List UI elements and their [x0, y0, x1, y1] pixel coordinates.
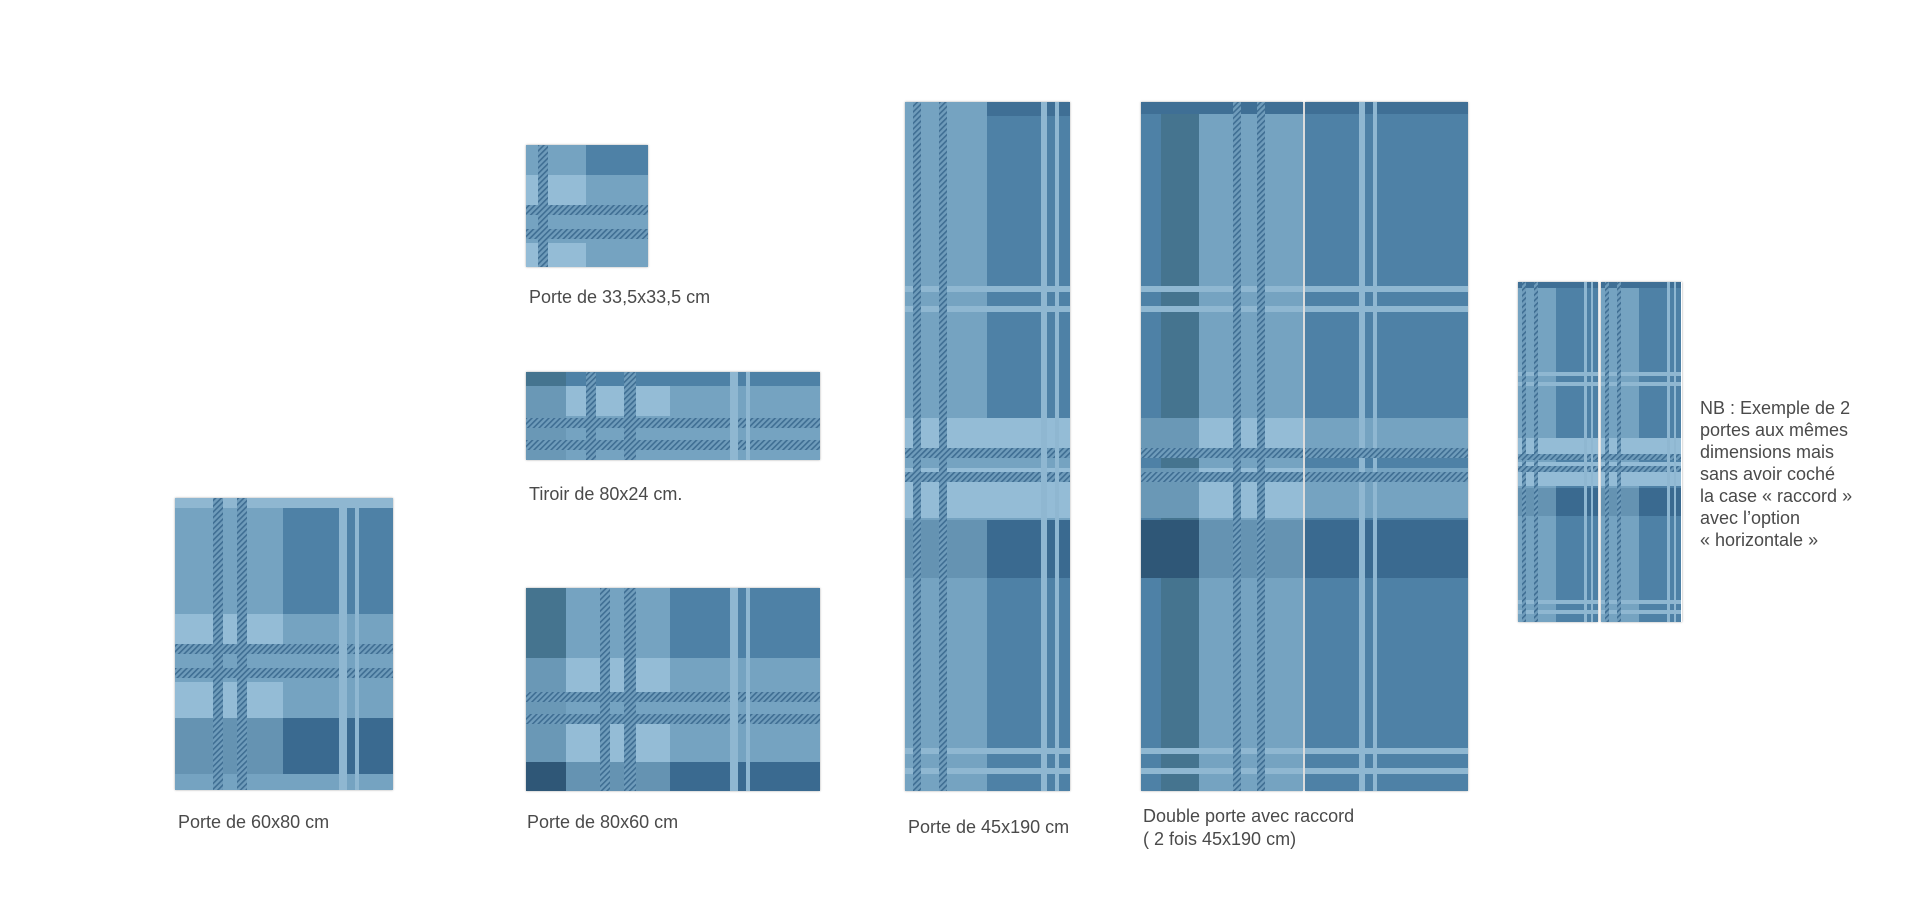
plaid-pattern — [1518, 282, 1598, 622]
plaid-pattern — [175, 498, 393, 790]
plaid-pattern — [526, 588, 820, 791]
caption-porte-33: Porte de 33,5x33,5 cm — [529, 287, 711, 307]
caption-double-porte-1: Double porte avec raccord — [1143, 806, 1355, 826]
plaid-pattern — [1305, 102, 1468, 791]
note-block: NB : Exemple de 2 portes aux mêmes dimen… — [1700, 397, 1852, 551]
plaid-pattern — [905, 102, 1070, 791]
note-line: la case « raccord » — [1700, 486, 1853, 506]
note-line: portes aux mêmes — [1700, 420, 1849, 440]
plaid-pattern — [1141, 102, 1303, 791]
plaid-pattern — [1601, 282, 1681, 622]
swatch-double-porte-left — [1141, 102, 1303, 791]
swatch-small-right — [1601, 282, 1682, 622]
caption-double-porte-2: ( 2 fois 45x190 cm) — [1143, 829, 1297, 849]
caption-porte-60x80: Porte de 60x80 cm — [178, 812, 330, 832]
plaid-pattern — [526, 145, 648, 267]
note-line: avec l’option — [1700, 508, 1801, 528]
swatch-small-left — [1518, 282, 1598, 622]
swatch-porte-33x33 — [526, 145, 648, 267]
note-line: NB : Exemple de 2 — [1700, 398, 1851, 418]
caption-porte-80x60: Porte de 80x60 cm — [527, 812, 679, 832]
swatch-porte-80x60 — [526, 588, 820, 791]
swatch-porte-60x80 — [175, 498, 393, 790]
swatch-porte-45x190 — [905, 102, 1070, 791]
plaid-pattern — [526, 372, 820, 460]
note-line: « horizontale » — [1700, 530, 1819, 550]
note-line: dimensions mais — [1700, 442, 1835, 462]
swatch-tiroir-80x24 — [526, 372, 820, 460]
caption-porte-45x190: Porte de 45x190 cm — [908, 817, 1070, 837]
caption-tiroir-80x24: Tiroir de 80x24 cm. — [529, 484, 683, 504]
note-line: sans avoir coché — [1700, 464, 1836, 484]
swatch-double-porte-right — [1305, 102, 1468, 791]
